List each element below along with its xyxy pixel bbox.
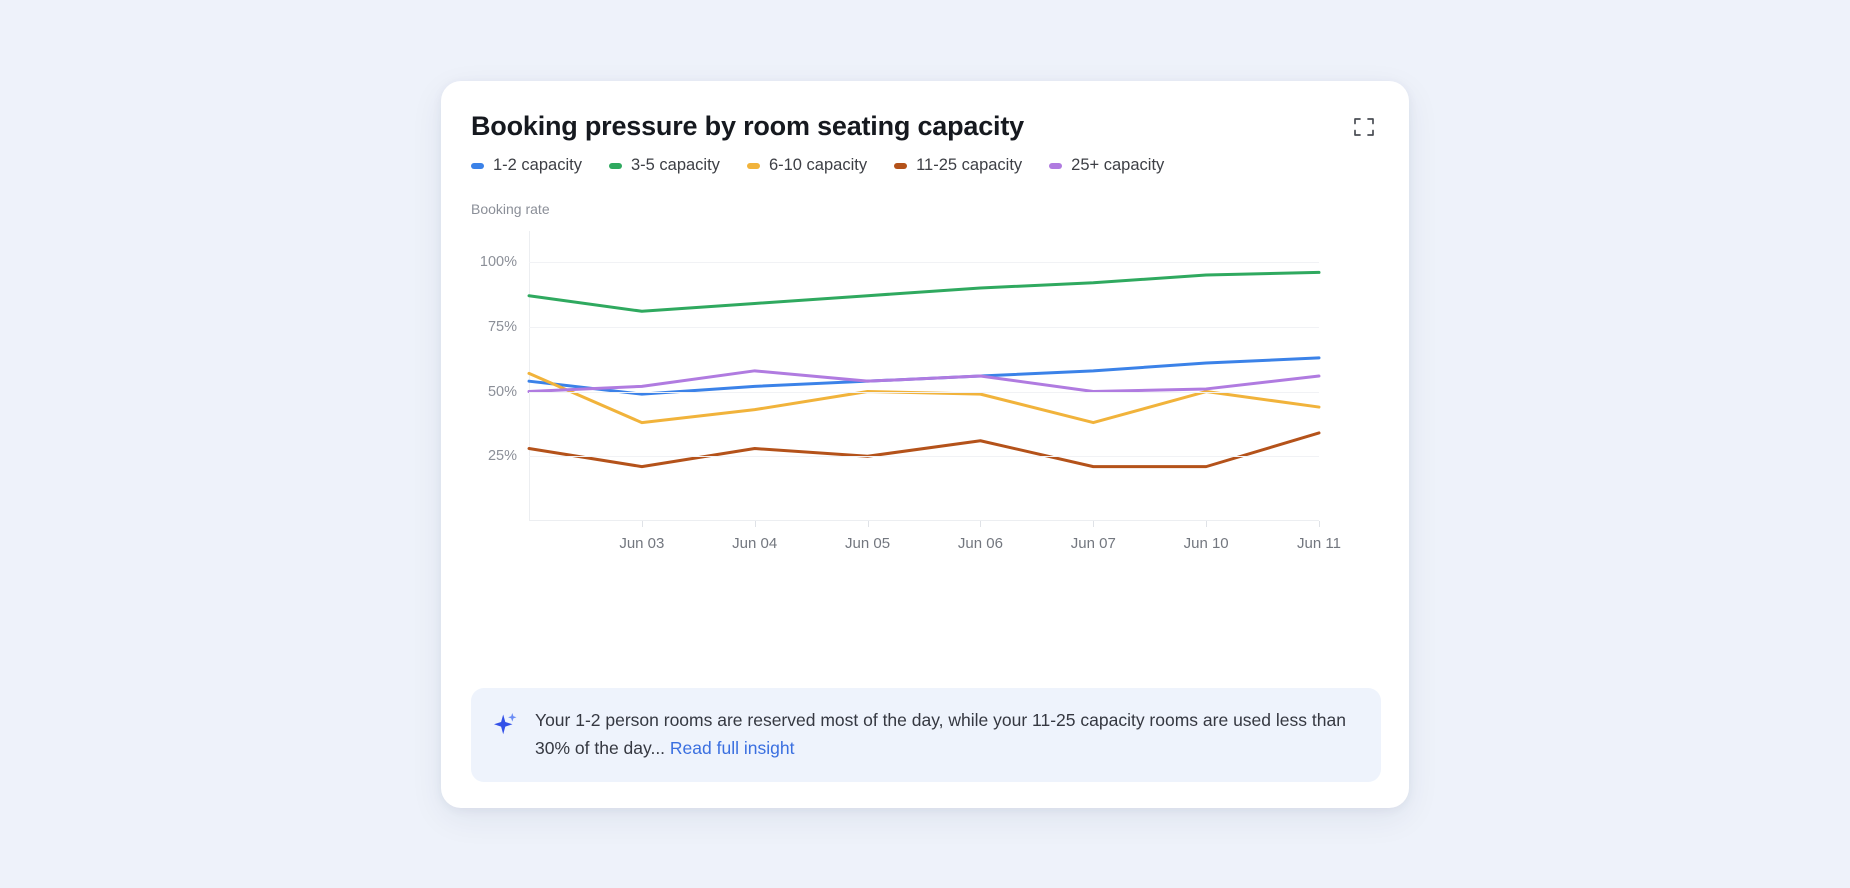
ai-insight-banner: Your 1-2 person rooms are reserved most … bbox=[471, 688, 1381, 782]
legend-item-1[interactable]: 3-5 capacity bbox=[608, 156, 720, 175]
x-axis-tick-label: Jun 05 bbox=[845, 535, 891, 552]
x-axis-tick-label: Jun 04 bbox=[732, 535, 778, 552]
legend-swatch-icon bbox=[608, 162, 622, 169]
x-axis-tick-mark bbox=[1206, 521, 1208, 527]
legend-label: 6-10 capacity bbox=[768, 156, 868, 174]
legend-label: 3-5 capacity bbox=[630, 156, 720, 174]
gridline bbox=[529, 391, 1319, 393]
x-axis-tick-label: Jun 10 bbox=[1183, 535, 1229, 552]
x-axis-tick-mark bbox=[641, 521, 643, 527]
card-header: Booking pressure by room seating capacit… bbox=[471, 109, 1381, 161]
y-axis-line bbox=[529, 231, 530, 521]
chart-area: Booking rate 25% 50% 75% 100% Jun 03 Jun 04 Ju… bbox=[471, 201, 1379, 571]
booking-pressure-card: Booking pressure by room seating capacit… bbox=[441, 81, 1409, 808]
read-full-insight-link[interactable]: Read full insight bbox=[669, 738, 795, 758]
chart-legend: 1-2 capacity 3-5 capacity 6-10 capacity 11-… bbox=[471, 156, 1191, 175]
x-axis-tick-mark bbox=[1319, 521, 1320, 527]
page-title: Booking pressure by room seating capacit… bbox=[471, 111, 1024, 141]
legend-item-3[interactable]: 11-25 capacity bbox=[894, 156, 1022, 175]
line-series-group bbox=[529, 231, 1319, 521]
y-axis-title: Booking rate bbox=[471, 201, 550, 217]
x-axis-tick-mark bbox=[867, 521, 869, 527]
legend-swatch-icon bbox=[471, 162, 484, 169]
x-axis-tick-label: Jun 06 bbox=[957, 535, 1003, 552]
legend-label: 1-2 capacity bbox=[493, 156, 582, 174]
fullscreen-expand-icon bbox=[1353, 116, 1375, 141]
legend-swatch-icon bbox=[894, 162, 908, 169]
gridline bbox=[529, 456, 1319, 458]
x-axis-tick-mark bbox=[1093, 521, 1095, 527]
line-series bbox=[529, 371, 1319, 392]
plot-region: 25% 50% 75% 100% Jun 03 Jun 04 Jun 05 Jun 06 Jun… bbox=[480, 231, 1341, 552]
x-axis-tick-label: Jun 07 bbox=[1070, 535, 1116, 552]
x-axis-tick-label: Jun 11 bbox=[1297, 535, 1341, 552]
y-axis-tick-label: 50% bbox=[487, 383, 517, 400]
line-series bbox=[529, 433, 1319, 467]
x-axis-tick-mark bbox=[980, 521, 982, 527]
legend-item-0[interactable]: 1-2 capacity bbox=[471, 156, 582, 175]
y-axis-tick-label: 75% bbox=[487, 318, 517, 335]
x-axis-tick-mark bbox=[754, 521, 756, 527]
x-axis-line bbox=[529, 520, 1319, 521]
legend-label: 11-25 capacity bbox=[916, 156, 1023, 174]
x-axis-tick-label: Jun 03 bbox=[619, 535, 665, 552]
y-axis-tick-label: 25% bbox=[487, 448, 517, 465]
fullscreen-expand-button[interactable] bbox=[1347, 111, 1381, 145]
ai-sparkle-icon bbox=[491, 709, 521, 744]
insight-text-block: Your 1-2 person rooms are reserved most … bbox=[535, 706, 1359, 762]
legend-item-4[interactable]: 25+ capacity bbox=[1049, 156, 1164, 175]
legend-swatch-icon bbox=[1049, 162, 1063, 169]
legend-label: 25+ capacity bbox=[1071, 156, 1165, 174]
y-axis-tick-label: 100% bbox=[479, 254, 517, 271]
gridline bbox=[529, 262, 1319, 264]
line-series bbox=[529, 373, 1319, 422]
legend-swatch-icon bbox=[746, 162, 760, 169]
gridline bbox=[529, 326, 1319, 328]
legend-item-2[interactable]: 6-10 capacity bbox=[746, 156, 868, 175]
insight-text: Your 1-2 person rooms are reserved most … bbox=[535, 710, 1346, 758]
line-series bbox=[529, 272, 1319, 311]
